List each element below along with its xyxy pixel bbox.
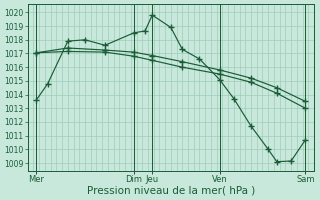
X-axis label: Pression niveau de la mer( hPa ): Pression niveau de la mer( hPa ) <box>87 186 255 196</box>
